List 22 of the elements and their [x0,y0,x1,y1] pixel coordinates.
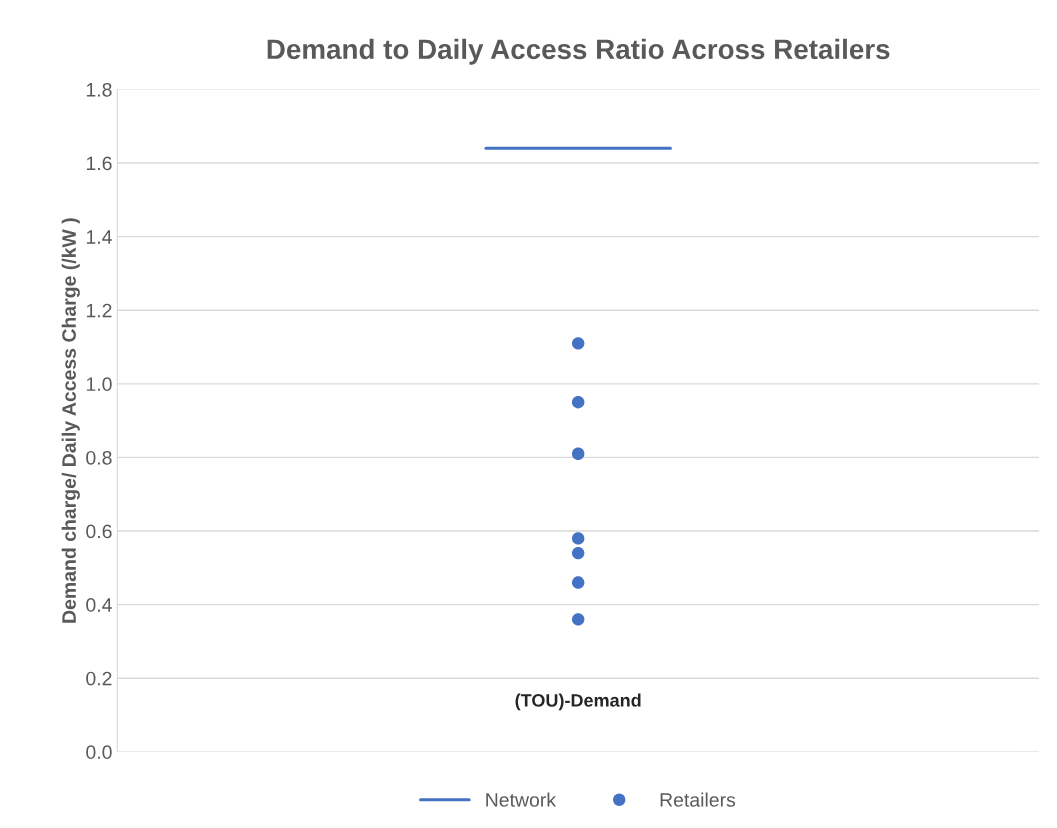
y-tick-label: 1.0 [86,377,112,392]
y-tick-label: 1.4 [86,230,112,244]
point [571,613,585,626]
y-tick-label: 0.6 [86,524,112,539]
y-tick-label: 0.8 [86,450,112,465]
y-tick-label: 1.8 [86,82,112,97]
legend-label: Retailers [660,792,736,807]
point [571,532,585,545]
y-tick-label: 0.4 [86,598,112,612]
chart-title: Demand to Daily Access Ratio Across Retailers [267,38,890,65]
y-tick-label: 0.2 [86,671,112,686]
point [571,447,585,460]
y-tick-label: 0.0 [86,745,112,760]
point [571,576,585,589]
y-axis-title: Demand charge/ Daily Access Charge (/kW ) [61,218,80,623]
legend-label: Network [486,792,557,807]
x-tick-label: (TOU)-Demand [515,693,641,711]
y-tick-label: 1.6 [86,156,112,171]
point [571,337,585,350]
point [571,396,585,409]
y-tick-label: 1.2 [86,303,112,318]
point [571,546,585,560]
